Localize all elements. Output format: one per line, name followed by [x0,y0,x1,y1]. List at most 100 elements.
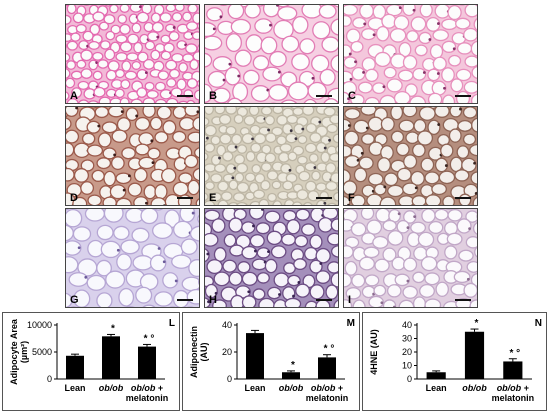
adipocyte [375,25,390,42]
adipocyte [464,5,477,18]
adipocyte [352,17,367,29]
adipocyte [205,124,217,137]
adipocyte [372,235,389,249]
adipocyte [260,179,271,191]
adipocyte [227,97,243,103]
adipocyte [272,200,283,205]
nucleus [365,126,369,130]
adipocyte [78,99,90,103]
adipocyte [264,258,278,274]
adipocyte [241,245,258,260]
adipocyte [379,94,397,103]
adipocyte [197,22,199,30]
adipocyte [228,179,239,191]
adipocyte [417,130,434,146]
nucleus [233,166,237,170]
adipocyte [171,254,192,269]
nucleus [247,290,251,294]
adipocyte [96,259,112,277]
adipocyte [455,17,471,30]
nucleus [398,6,402,10]
adipocyte [403,154,418,169]
adipocyte [214,163,227,174]
adipocyte [403,257,418,272]
adipocyte [212,299,227,307]
adipocyte [441,40,457,53]
adipocyte [393,90,411,103]
nucleus [349,77,353,81]
adipocyte [133,41,143,54]
adipocyte [86,274,107,291]
adipocyte [266,230,283,246]
adipocyte [151,21,164,33]
adipocyte [216,144,227,157]
micrograph-c: C [343,4,478,104]
panel-label: H [209,294,217,306]
adipocyte [258,297,275,307]
adipocyte [205,209,221,222]
adipocyte [166,78,177,88]
nucleus [437,123,441,126]
adipocyte [254,18,273,34]
adipocyte [111,156,125,171]
chart-4hne: N 4HNE (AU) 0 10 20 30 40 Lean * ob/ob * ° ob/ob + m… [362,312,547,411]
adipocyte [364,96,380,103]
panel-label: L [169,318,175,329]
adipocyte [210,135,221,146]
adipocyte [297,155,308,165]
adipocyte [205,200,216,205]
adipocyte [227,5,245,20]
adipocyte [304,300,319,307]
adipocyte [267,286,282,300]
panel-label: E [209,192,217,204]
category-label: melatonin [492,393,535,403]
adipocyte [133,167,148,183]
nucleus [122,188,126,192]
adipocyte [417,231,435,248]
nucleus [347,203,350,205]
adipocyte [302,107,315,116]
nucleus [319,262,323,265]
adipocyte [130,98,143,103]
adipocyte [412,67,427,81]
adipocyte [205,142,216,153]
bar [318,357,336,379]
adipocyte [125,107,139,122]
adipocyte [234,49,252,67]
adipocyte [330,218,338,232]
adipocyte [241,295,257,307]
adipocyte [344,130,360,146]
adipocyte [150,49,161,61]
scale-bar [455,95,471,97]
adipocyte [138,132,154,146]
adipocyte [319,68,336,86]
adipocyte [344,5,358,16]
bar [246,333,264,379]
adipocyte [136,87,148,98]
nucleus [459,107,462,111]
adipocyte [157,70,170,81]
adipocyte [96,292,113,307]
adipocyte [105,69,117,81]
adipocyte [453,270,471,284]
adipocyte [119,41,133,53]
adipocyte [359,5,374,19]
adipocyte [330,18,338,36]
adipocyte [236,162,249,174]
adipocyte [232,192,246,202]
adipocyte [344,245,354,259]
bar [464,331,485,379]
adipocyte [192,116,199,131]
adipocyte [325,181,338,192]
adipocyte [264,210,281,224]
adipocyte [206,259,223,274]
adipocyte [181,276,199,292]
adipocyte [344,180,358,196]
adipocyte [66,107,79,117]
adipocyte [66,240,82,256]
nucleus [172,26,176,29]
nucleus [266,88,270,92]
adipocyte [463,282,477,298]
adipocyte [329,152,338,163]
adipocyte [307,190,320,202]
